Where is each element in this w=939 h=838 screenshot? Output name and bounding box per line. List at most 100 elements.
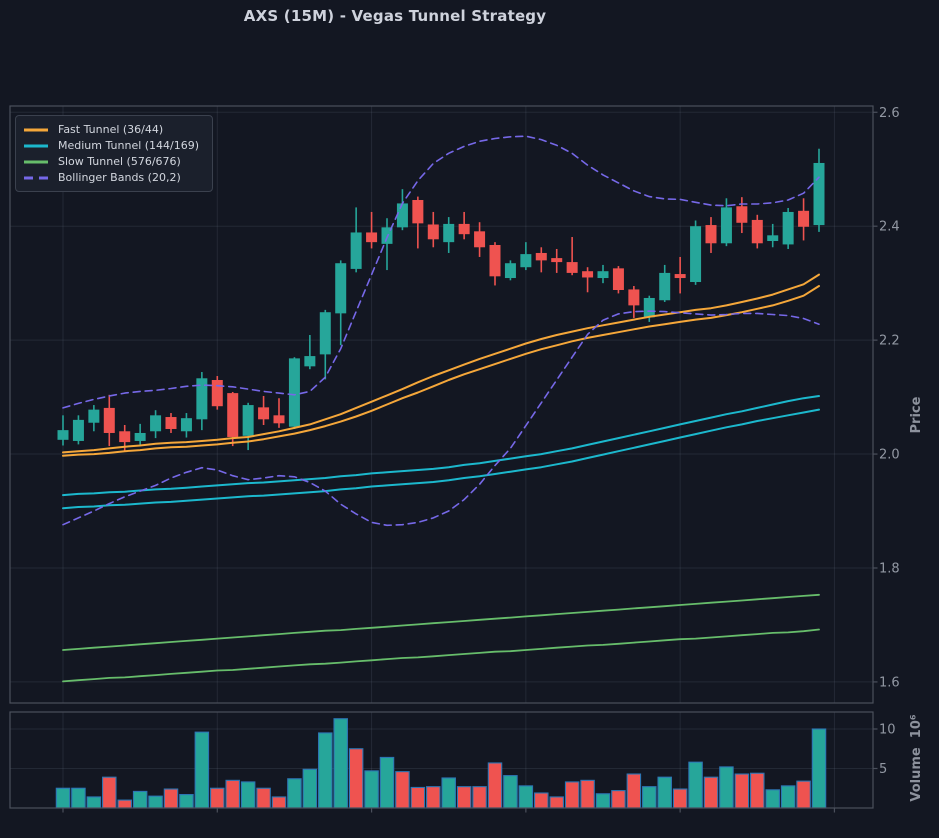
candle bbox=[396, 189, 408, 231]
slow-tunnel-lower-line bbox=[62, 628, 820, 683]
candle-body bbox=[103, 407, 115, 433]
price-axis-label: Price bbox=[909, 396, 924, 434]
axis-ticks: 2.6 2.4 2.2 2.0 1.8 1.6 10 5 bbox=[62, 106, 900, 813]
candle-body bbox=[720, 207, 732, 244]
medium-tunnel-upper-line bbox=[62, 395, 820, 497]
candle-body bbox=[612, 268, 624, 290]
candle bbox=[566, 237, 578, 276]
candle-body bbox=[767, 235, 779, 242]
candle-body bbox=[443, 223, 455, 243]
volume-tick-label: 5 bbox=[879, 762, 887, 777]
candle-body bbox=[427, 224, 439, 240]
volume-bars-group bbox=[55, 718, 827, 809]
candle bbox=[57, 415, 69, 446]
candle bbox=[165, 413, 177, 433]
candle-body bbox=[551, 258, 563, 263]
volume-bar bbox=[441, 777, 456, 809]
candle-body bbox=[319, 312, 331, 355]
candle-body bbox=[227, 393, 239, 437]
candle bbox=[319, 309, 331, 380]
price-tick-label: 1.6 bbox=[879, 675, 900, 690]
candle-body bbox=[566, 262, 578, 273]
candle bbox=[134, 423, 146, 447]
candle bbox=[736, 197, 748, 234]
candle-body bbox=[489, 244, 501, 277]
candle bbox=[350, 207, 362, 273]
volume-bar bbox=[318, 732, 333, 809]
volume-bar bbox=[426, 786, 441, 809]
medium-tunnel-lower-line bbox=[62, 408, 820, 510]
volume-bar bbox=[765, 789, 780, 809]
candle bbox=[504, 260, 516, 281]
volume-bar bbox=[102, 776, 117, 809]
fast-tunnel-lower-line bbox=[62, 285, 820, 457]
candle bbox=[782, 207, 794, 249]
price-tick-label: 2.4 bbox=[879, 220, 900, 235]
legend-item: Slow Tunnel (576/676) bbox=[23, 155, 199, 168]
volume-bar bbox=[811, 728, 827, 809]
candle-body bbox=[813, 162, 825, 226]
candle-body bbox=[396, 203, 408, 228]
volume-bar bbox=[734, 773, 750, 809]
candle bbox=[88, 405, 100, 432]
candle-body bbox=[242, 405, 254, 436]
candle bbox=[366, 211, 378, 249]
candle bbox=[813, 148, 825, 232]
volume-bar bbox=[287, 778, 302, 809]
volume-bar bbox=[503, 775, 518, 809]
volume-bar bbox=[55, 787, 71, 809]
legend-item-label: Bollinger Bands (20,2) bbox=[58, 171, 181, 184]
candle-body bbox=[134, 432, 146, 441]
candle-body bbox=[273, 415, 285, 424]
volume-bar bbox=[71, 787, 86, 809]
volume-bar bbox=[472, 786, 487, 809]
candle-body bbox=[474, 231, 486, 248]
candle bbox=[489, 242, 501, 286]
candle bbox=[242, 402, 254, 451]
line-swatch-icon bbox=[24, 160, 48, 163]
volume-bar bbox=[564, 781, 580, 809]
candle bbox=[72, 415, 84, 445]
candle bbox=[335, 260, 347, 346]
candle-body bbox=[165, 417, 177, 429]
candle bbox=[674, 256, 686, 294]
volume-bar bbox=[364, 770, 379, 809]
candle-body bbox=[628, 289, 640, 306]
bollinger-lower-line bbox=[62, 310, 820, 527]
candle-body bbox=[690, 226, 702, 283]
candle-body bbox=[366, 232, 378, 243]
candle bbox=[288, 357, 300, 429]
volume-bar bbox=[179, 794, 194, 809]
candle-body bbox=[751, 219, 763, 244]
candle-body bbox=[782, 211, 794, 245]
candle bbox=[474, 222, 486, 257]
price-tick-label: 1.8 bbox=[879, 561, 900, 576]
candle bbox=[659, 264, 671, 302]
candle bbox=[798, 198, 810, 241]
candle bbox=[582, 267, 594, 293]
volume-bar bbox=[163, 788, 179, 809]
line-swatch-icon bbox=[24, 144, 48, 147]
candle-body bbox=[72, 419, 84, 441]
candle bbox=[443, 217, 455, 253]
candle bbox=[412, 196, 424, 249]
volume-bar bbox=[132, 790, 148, 809]
volume-bar bbox=[256, 787, 271, 809]
volume-bar bbox=[688, 761, 703, 809]
candle-body bbox=[57, 430, 69, 440]
candle bbox=[427, 211, 439, 248]
volume-bar bbox=[117, 799, 132, 809]
candle bbox=[458, 211, 470, 240]
candle bbox=[227, 391, 239, 447]
candle-body bbox=[535, 252, 547, 261]
candle bbox=[304, 335, 316, 370]
candle bbox=[211, 376, 223, 410]
candle bbox=[258, 395, 270, 426]
volume-bar bbox=[194, 731, 210, 809]
chart-title: AXS (15M) - Vegas Tunnel Strategy bbox=[243, 7, 547, 25]
legend-item-label: Medium Tunnel (144/169) bbox=[58, 139, 200, 152]
candle-body bbox=[381, 227, 393, 244]
price-panel-border bbox=[9, 105, 874, 704]
candle bbox=[720, 198, 732, 247]
candle bbox=[180, 413, 192, 438]
